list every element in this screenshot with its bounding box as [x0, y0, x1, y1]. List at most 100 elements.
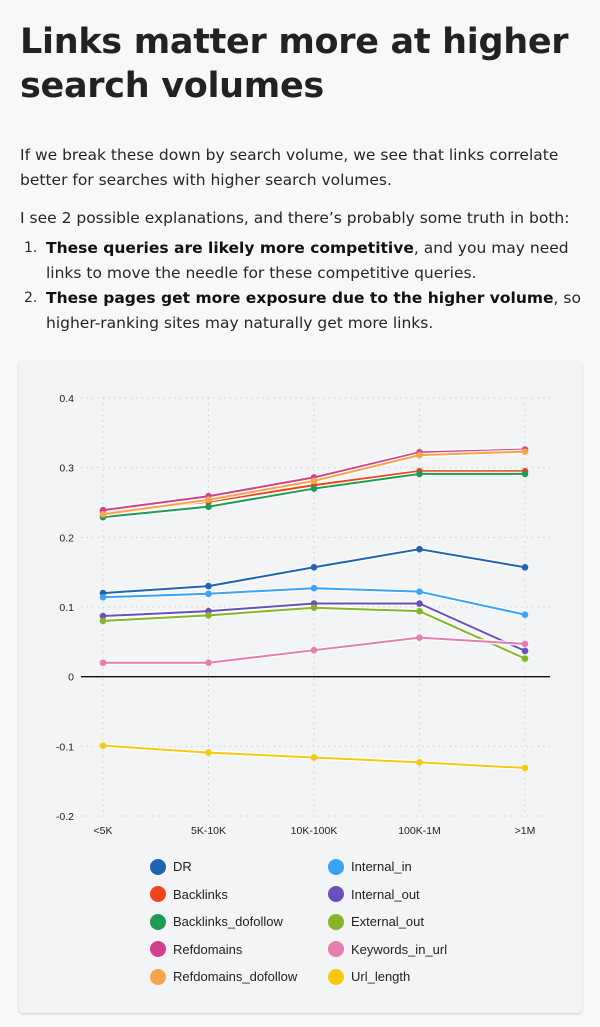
legend-label: External_out [351, 914, 424, 930]
list-item: 1. These queries are likely more competi… [20, 236, 590, 286]
data-point [416, 759, 423, 766]
data-point [310, 584, 318, 592]
y-tick-label: 0.1 [59, 602, 74, 614]
legend-label: DR [173, 859, 192, 875]
series-internal-in [99, 584, 529, 618]
x-axis-ticks: <5K 5K-10K 10K-100K 100K-1M >1M [94, 825, 536, 837]
legend-swatch-icon [150, 886, 166, 903]
legend-swatch-icon [150, 858, 166, 875]
list-item-text: , so higher-ranking sites may naturally … [46, 289, 581, 332]
x-tick-label: 100K-1M [398, 825, 441, 837]
data-point [310, 485, 318, 492]
legend-label: Internal_out [351, 886, 420, 902]
explanations-paragraph: I see 2 possible explanations, and there… [20, 209, 570, 227]
intro-paragraph: If we break these down by search volume,… [20, 146, 559, 189]
data-point [99, 617, 107, 625]
data-point [99, 593, 107, 601]
chart-legend: DR Internal_in Backlinks Internal_out Backli… [150, 857, 470, 987]
legend-item[interactable]: Keywords_in_url [328, 940, 468, 960]
y-tick-label: -0.1 [56, 741, 74, 753]
data-point [99, 742, 107, 749]
chart-series [99, 446, 529, 772]
y-tick-label: -0.2 [56, 811, 74, 823]
legend-item[interactable]: DR [150, 857, 328, 877]
y-axis-ticks: 0.4 0.3 0.2 0.1 0 -0.1 -0.2 [56, 393, 74, 823]
list-number: 1. [24, 240, 38, 256]
data-point [416, 588, 423, 595]
data-point [205, 582, 212, 590]
data-point [99, 659, 107, 667]
legend-item[interactable]: Url_length [328, 967, 468, 987]
data-point [416, 470, 423, 478]
legend-swatch-icon [328, 941, 344, 958]
data-point [99, 612, 107, 620]
legend-label: Keywords_in_url [351, 941, 448, 957]
legend-label: Backlinks [173, 886, 228, 902]
page-title: Links matter more at higher search volum… [20, 22, 569, 106]
legend-item[interactable]: Refdomains [150, 940, 328, 960]
data-point [521, 563, 529, 571]
data-point [521, 640, 529, 648]
legend-swatch-icon [328, 886, 344, 903]
list-item-text: , and you may need links to move the nee… [46, 239, 569, 282]
series-keywords-in-url [99, 634, 529, 667]
y-tick-label: 0.4 [59, 393, 74, 405]
y-tick-label: 0 [68, 672, 74, 684]
list-item: 2. These pages get more exposure due to … [20, 286, 590, 336]
legend-swatch-icon [150, 941, 166, 958]
data-point [310, 563, 318, 571]
data-point [205, 503, 212, 510]
series-external-out [99, 604, 529, 662]
data-point [416, 451, 423, 459]
data-point [521, 448, 529, 455]
data-point [205, 749, 212, 756]
legend-swatch-icon [150, 913, 166, 930]
y-tick-label: 0.2 [59, 532, 74, 544]
data-point [310, 754, 318, 761]
x-tick-label: >1M [515, 825, 536, 837]
data-point [310, 477, 318, 485]
legend-label: Backlinks_dofollow [173, 914, 283, 930]
data-point [521, 764, 529, 772]
data-point [205, 590, 212, 598]
legend-item[interactable]: Internal_in [328, 857, 468, 877]
data-point [521, 470, 529, 478]
x-tick-label: 5K-10K [191, 825, 226, 837]
legend-item[interactable]: Refdomains_dofollow [150, 967, 328, 987]
data-point [416, 545, 423, 553]
data-point [310, 604, 318, 611]
legend-swatch-icon [328, 858, 344, 875]
data-point [205, 496, 212, 504]
data-point [416, 600, 423, 607]
series-url-length [99, 742, 529, 772]
legend-label: Internal_in [351, 859, 412, 875]
data-point [416, 634, 423, 641]
legend-item[interactable]: Internal_out [328, 885, 468, 905]
legend-label: Url_length [351, 969, 411, 985]
data-point [521, 611, 529, 618]
legend-swatch-icon [328, 968, 344, 985]
series-backlinks-dofollow [99, 470, 529, 521]
legend-item[interactable]: External_out [328, 912, 468, 932]
explanations-list: 1. These queries are likely more competi… [20, 236, 590, 336]
legend-item[interactable]: Backlinks_dofollow [150, 912, 328, 932]
y-tick-label: 0.3 [59, 463, 74, 475]
list-item-bold: These pages get more exposure due to the… [46, 289, 554, 307]
data-point [521, 655, 529, 662]
x-tick-label: 10K-100K [291, 825, 338, 837]
list-item-bold: These queries are likely more competitiv… [46, 239, 414, 257]
legend-label: Refdomains_dofollow [173, 969, 298, 985]
legend-item[interactable]: Backlinks [150, 885, 328, 905]
data-point [205, 659, 212, 667]
data-point [99, 511, 107, 518]
data-point [521, 647, 529, 655]
series-refdomains-dofollow [99, 448, 529, 518]
data-point [416, 607, 423, 615]
data-point [205, 612, 212, 619]
legend-swatch-icon [150, 968, 166, 985]
list-number: 2. [24, 290, 38, 306]
legend-label: Refdomains [173, 941, 243, 957]
data-point [310, 646, 318, 654]
legend-swatch-icon [328, 913, 344, 930]
